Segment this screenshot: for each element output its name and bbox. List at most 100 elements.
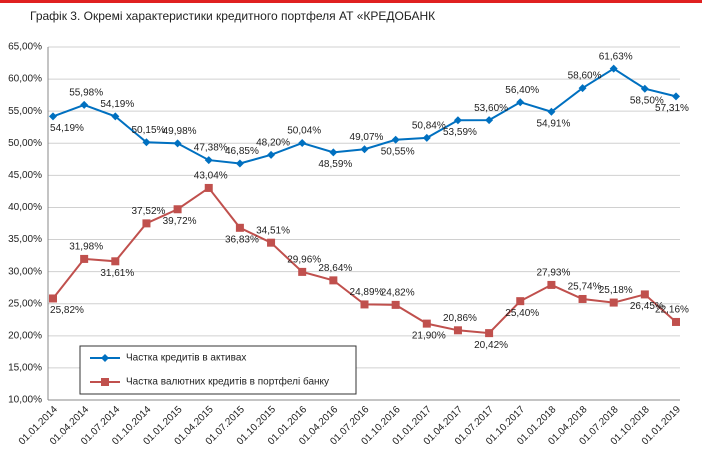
point [422, 133, 431, 142]
data-label: 56,40% [505, 85, 539, 96]
data-label: 49,98% [163, 126, 197, 137]
point [235, 159, 244, 168]
y-tick-label: 65,00% [8, 42, 42, 53]
point [111, 257, 120, 266]
data-label: 48,59% [318, 159, 352, 170]
point [360, 300, 369, 309]
data-label: 53,60% [474, 103, 508, 114]
point [672, 317, 680, 326]
data-label: 54,19% [100, 99, 134, 110]
point [49, 294, 57, 303]
data-label: 39,72% [163, 216, 197, 227]
point [329, 276, 338, 285]
data-label: 61,63% [599, 51, 633, 62]
legend-label: Частка кредитів в активах [126, 353, 246, 364]
point [173, 139, 182, 148]
y-tick-label: 20,00% [8, 330, 42, 341]
point [609, 64, 618, 73]
legend-marker [101, 354, 109, 362]
data-label: 55,98% [69, 88, 103, 99]
data-label: 34,51% [256, 225, 290, 236]
y-tick-label: 30,00% [8, 266, 42, 277]
y-tick-label: 25,00% [8, 298, 42, 309]
data-label: 37,52% [131, 206, 165, 217]
point [142, 138, 151, 147]
y-tick-label: 45,00% [8, 170, 42, 181]
data-label: 58,50% [630, 95, 664, 106]
point [578, 294, 587, 303]
data-label: 24,89% [350, 287, 384, 298]
point [267, 150, 276, 159]
point [204, 183, 213, 192]
legend-marker [101, 378, 109, 386]
point [329, 148, 338, 157]
data-label: 36,83% [225, 234, 259, 245]
point [49, 112, 57, 121]
point [298, 139, 307, 148]
data-label: 50,15% [131, 125, 165, 136]
data-label: 31,61% [100, 268, 134, 279]
data-label: 22,16% [655, 305, 689, 316]
data-label: 50,04% [287, 126, 321, 137]
point [142, 219, 151, 228]
top-border [0, 0, 702, 3]
data-label: 31,98% [69, 242, 103, 253]
y-tick-label: 10,00% [8, 395, 42, 406]
point [516, 297, 525, 306]
y-tick-label: 55,00% [8, 106, 42, 117]
data-label: 25,82% [50, 305, 84, 316]
data-label: 25,18% [599, 285, 633, 296]
data-label: 20,86% [443, 313, 477, 324]
point [547, 107, 556, 116]
point [609, 298, 618, 307]
data-label: 54,91% [536, 118, 570, 129]
y-tick-label: 60,00% [8, 74, 42, 85]
data-label: 53,59% [443, 127, 477, 138]
legend-label: Частка валютних кредитів в портфелі банк… [126, 376, 329, 388]
data-label: 29,96% [287, 255, 321, 266]
data-label: 26,45% [630, 301, 664, 312]
point [391, 300, 400, 309]
point [485, 329, 494, 338]
data-label: 24,82% [381, 288, 415, 299]
data-label: 47,38% [194, 143, 228, 154]
point [298, 267, 307, 276]
chart-title: Графік 3. Окремі характеристики кредитно… [30, 9, 435, 23]
data-label: 21,90% [412, 330, 446, 341]
data-label: 57,31% [655, 103, 689, 114]
point [578, 84, 587, 93]
data-label: 46,85% [225, 146, 259, 157]
point [453, 116, 462, 125]
point [391, 135, 400, 144]
point [111, 112, 120, 121]
point [516, 98, 525, 107]
point [173, 205, 182, 214]
data-label: 49,07% [350, 132, 384, 143]
point [267, 238, 276, 247]
data-label: 48,20% [256, 137, 290, 148]
y-tick-label: 15,00% [8, 363, 42, 374]
point [235, 223, 244, 232]
data-label: 54,19% [50, 123, 84, 134]
data-label: 50,84% [412, 121, 446, 132]
point [672, 92, 680, 101]
point [80, 100, 89, 109]
data-label: 43,04% [194, 171, 228, 182]
data-label: 20,42% [474, 340, 508, 351]
legend-box [79, 345, 357, 395]
point [80, 254, 89, 263]
point [640, 290, 649, 299]
point [204, 156, 213, 165]
y-tick-label: 35,00% [8, 234, 42, 245]
point [547, 280, 556, 289]
point [453, 326, 462, 335]
data-label: 58,60% [568, 71, 602, 82]
data-label: 28,64% [318, 263, 352, 274]
data-label: 25,40% [505, 308, 539, 319]
data-label: 27,93% [536, 268, 570, 279]
point [640, 84, 649, 93]
point [422, 319, 431, 328]
data-label: 25,74% [568, 282, 602, 293]
y-tick-label: 50,00% [8, 138, 42, 149]
